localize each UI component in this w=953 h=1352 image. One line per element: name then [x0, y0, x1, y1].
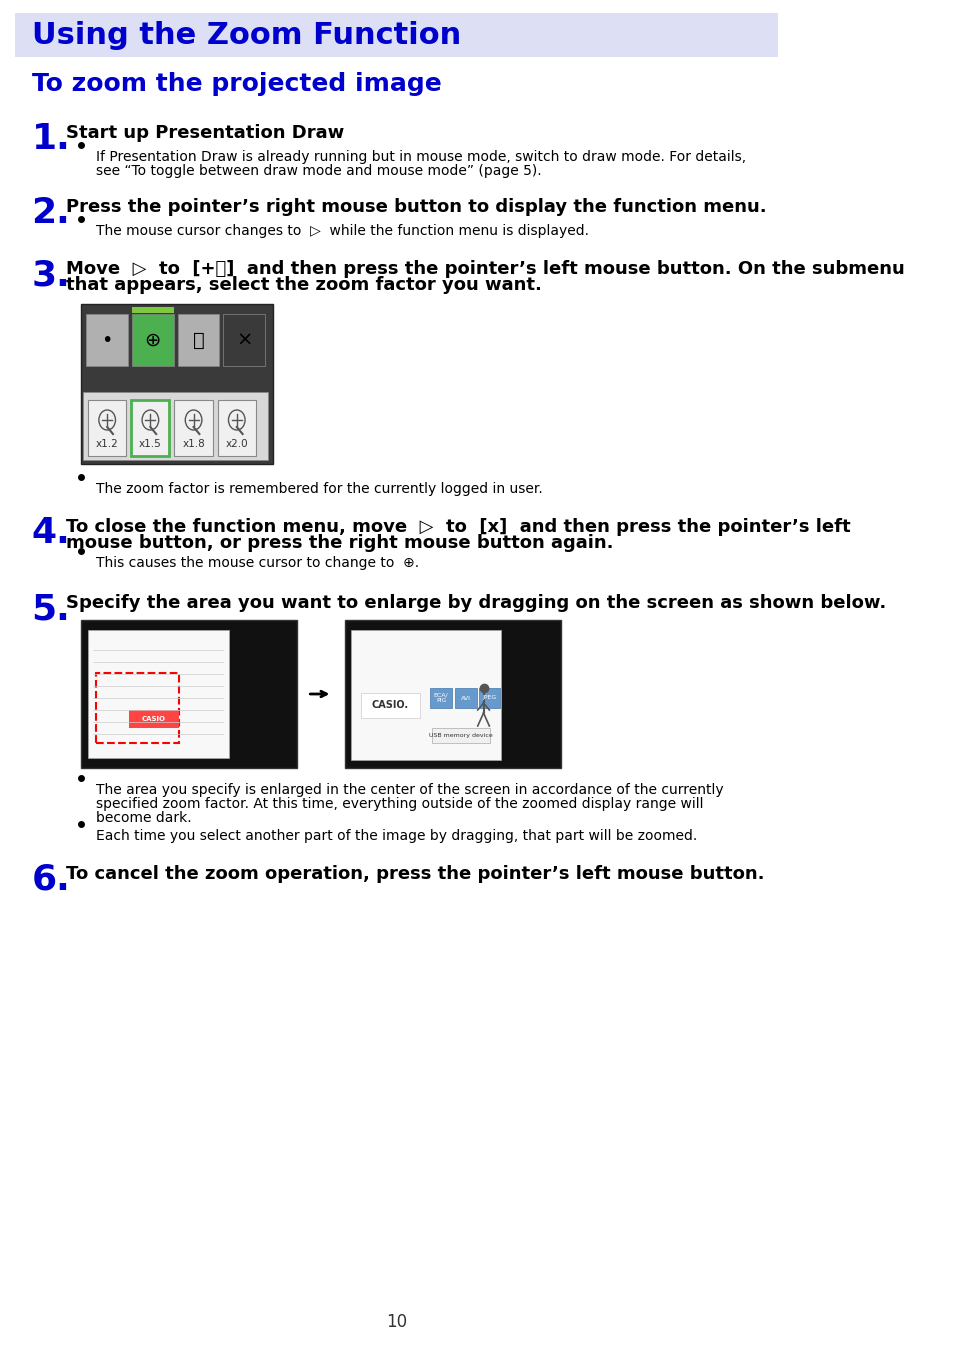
Bar: [361, 694, 419, 718]
Bar: [132, 400, 170, 456]
Text: 4.: 4.: [31, 516, 71, 550]
Text: ⊕: ⊕: [145, 330, 161, 350]
Text: To cancel the zoom operation, press the pointer’s left mouse button.: To cancel the zoom operation, press the …: [67, 865, 764, 883]
Bar: [88, 400, 126, 456]
Text: The mouse cursor changes to  ▷  while the function menu is displayed.: The mouse cursor changes to ▷ while the …: [96, 224, 589, 238]
Text: mouse button, or press the right mouse button again.: mouse button, or press the right mouse b…: [67, 534, 614, 552]
Text: x2.0: x2.0: [225, 439, 248, 449]
Text: see “To toggle between draw mode and mouse mode” (page 5).: see “To toggle between draw mode and mou…: [96, 164, 541, 178]
Bar: [81, 304, 273, 464]
Text: CASIO: CASIO: [142, 717, 166, 722]
Bar: [344, 621, 560, 768]
Bar: [81, 621, 297, 768]
Text: CASIO.: CASIO.: [372, 700, 409, 710]
Text: become dark.: become dark.: [96, 811, 192, 825]
Text: AVI: AVI: [460, 695, 471, 700]
Text: ECA/
PIG: ECA/ PIG: [434, 692, 448, 703]
Text: USB memory device: USB memory device: [429, 734, 493, 738]
Text: Using the Zoom Function: Using the Zoom Function: [31, 20, 460, 50]
Text: 1.: 1.: [31, 122, 71, 155]
Text: Start up Presentation Draw: Start up Presentation Draw: [67, 124, 344, 142]
Text: 10: 10: [385, 1313, 406, 1330]
Text: x1.5: x1.5: [139, 439, 162, 449]
Text: Press the pointer’s right mouse button to display the function menu.: Press the pointer’s right mouse button t…: [67, 197, 766, 216]
Bar: [430, 688, 452, 708]
Text: Move  ▷  to  [+🔍]  and then press the pointer’s left mouse button. On the submen: Move ▷ to [+🔍] and then press the pointe…: [67, 260, 904, 279]
Bar: [351, 630, 500, 760]
Bar: [174, 400, 213, 456]
FancyBboxPatch shape: [15, 14, 777, 57]
Text: x1.8: x1.8: [182, 439, 205, 449]
Text: If Presentation Draw is already running but in mouse mode, switch to draw mode. : If Presentation Draw is already running …: [96, 150, 745, 164]
Text: The zoom factor is remembered for the currently logged in user.: The zoom factor is remembered for the cu…: [96, 483, 542, 496]
Bar: [96, 673, 179, 744]
Bar: [432, 727, 490, 744]
Text: that appears, select the zoom factor you want.: that appears, select the zoom factor you…: [67, 276, 541, 293]
Text: 6.: 6.: [31, 863, 71, 896]
Text: JPEG: JPEG: [481, 695, 496, 700]
Bar: [132, 307, 173, 314]
Bar: [132, 314, 173, 366]
Text: Each time you select another part of the image by dragging, that part will be zo: Each time you select another part of the…: [96, 829, 697, 844]
Bar: [217, 400, 255, 456]
Text: x1.2: x1.2: [95, 439, 118, 449]
Text: 3.: 3.: [31, 258, 71, 292]
Text: This causes the mouse cursor to change to  ⊕.: This causes the mouse cursor to change t…: [96, 556, 419, 571]
Text: 5.: 5.: [31, 592, 71, 626]
Bar: [455, 688, 476, 708]
Bar: [129, 710, 178, 727]
Text: The area you specify is enlarged in the center of the screen in accordance of th: The area you specify is enlarged in the …: [96, 783, 723, 796]
Text: specified zoom factor. At this time, everything outside of the zoomed display ra: specified zoom factor. At this time, eve…: [96, 796, 703, 811]
Text: 2.: 2.: [31, 196, 71, 230]
Text: Specify the area you want to enlarge by dragging on the screen as shown below.: Specify the area you want to enlarge by …: [67, 594, 885, 612]
Bar: [177, 314, 219, 366]
Bar: [87, 314, 128, 366]
Bar: [223, 314, 265, 366]
Bar: [478, 688, 499, 708]
Bar: [83, 392, 267, 460]
Text: •: •: [101, 330, 112, 350]
Text: ×: ×: [235, 330, 253, 350]
Text: To zoom the projected image: To zoom the projected image: [31, 72, 441, 96]
Text: ⎕: ⎕: [193, 330, 204, 350]
Text: To close the function menu, move  ▷  to  [x]  and then press the pointer’s left: To close the function menu, move ▷ to [x…: [67, 518, 850, 535]
Bar: [88, 630, 229, 758]
